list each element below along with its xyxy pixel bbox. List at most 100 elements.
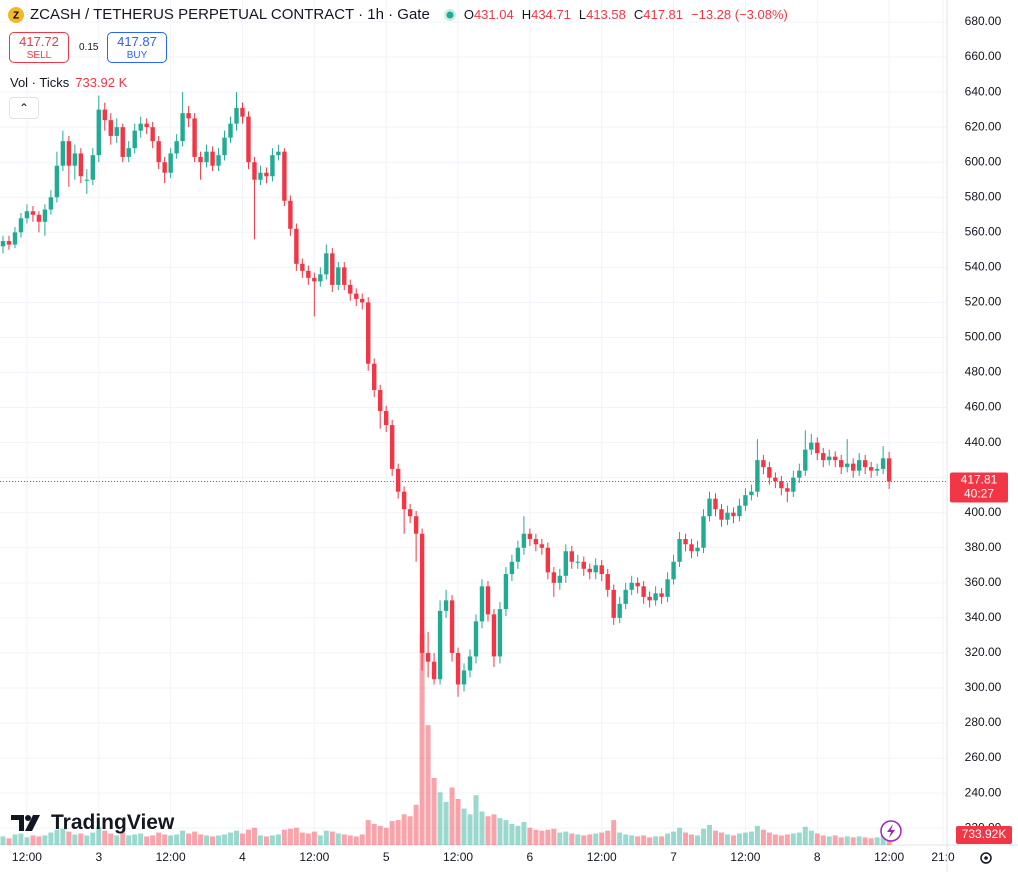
candle-body: [294, 228, 299, 264]
volume-bar: [263, 836, 269, 845]
y-tick-label: 660.00: [965, 49, 1002, 63]
y-tick-label: 560.00: [965, 224, 1002, 238]
candle-body: [246, 116, 251, 163]
volume-bar: [521, 822, 527, 845]
volume-legend: Vol · Ticks 733.92 K: [10, 75, 127, 90]
volume-bar: [144, 836, 150, 845]
candle-body: [623, 589, 628, 604]
collapse-button[interactable]: ⌃: [9, 97, 39, 119]
candle-body: [270, 155, 275, 177]
candle-body: [306, 270, 311, 278]
volume-bar: [557, 832, 563, 845]
candle-body: [18, 218, 24, 233]
volume-bar: [305, 833, 311, 845]
x-tick-label: 7: [670, 850, 677, 864]
volume-bar: [377, 825, 383, 845]
candle-body: [665, 579, 670, 597]
volume-bar: [814, 833, 820, 845]
volume-bar: [407, 816, 413, 845]
volume-bar: [641, 835, 647, 845]
volume-bar: [156, 832, 162, 845]
volume-bar: [192, 831, 198, 845]
candle-body: [809, 442, 814, 450]
volume-bar: [102, 830, 108, 845]
volume-bar: [509, 823, 515, 845]
y-tick-label: 680.00: [965, 14, 1002, 28]
volume-bar: [844, 836, 850, 845]
sell-price: 417.72: [19, 34, 59, 49]
candle-body: [779, 481, 784, 489]
volume-bar: [48, 832, 54, 845]
y-tick-label: 260.00: [965, 750, 1002, 764]
candle-body: [856, 460, 862, 471]
candle-body: [348, 284, 353, 294]
candle-body: [707, 498, 712, 517]
volume-bar: [623, 834, 629, 845]
candle-body: [228, 123, 233, 138]
candle-body: [821, 453, 826, 461]
candle-body: [336, 267, 341, 285]
volume-bar: [455, 799, 461, 845]
ohlc-legend: O431.04 H434.71 L413.58 C417.81 −13.28 (…: [464, 7, 788, 22]
volume-bar: [359, 834, 365, 845]
candle-body: [324, 253, 329, 275]
candle-body: [533, 539, 539, 545]
chart-header: Z ZCASH / TETHERUS PERPETUAL CONTRACT · …: [8, 6, 788, 23]
candle-body: [797, 470, 802, 478]
candle-body: [791, 477, 796, 492]
candle-body: [330, 253, 335, 285]
x-tick-label: 12:00: [299, 850, 329, 864]
y-tick-label: 460.00: [965, 400, 1002, 414]
volume-bar: [6, 838, 12, 845]
volume-bar: [826, 836, 832, 845]
candle-body: [773, 477, 778, 482]
candle-body: [0, 241, 6, 247]
volume-bar: [174, 834, 180, 845]
volume-bar: [383, 827, 389, 845]
candle-body: [569, 551, 574, 562]
candle-body: [683, 539, 688, 545]
volume-bar: [539, 830, 545, 845]
x-tick-label: 4: [239, 850, 246, 864]
candle-body: [252, 162, 257, 180]
volume-bar: [269, 835, 275, 845]
x-tick-label: 8: [814, 850, 821, 864]
svg-text:Z: Z: [13, 10, 19, 21]
candle-body: [383, 411, 389, 426]
volume-bar: [724, 834, 730, 845]
buy-button[interactable]: 417.87 BUY: [107, 32, 167, 63]
candle-body: [545, 547, 551, 573]
volume-bar: [569, 833, 575, 845]
volume-bar: [730, 835, 736, 845]
ohlc-key: H: [521, 7, 532, 22]
candle-body: [108, 120, 113, 136]
volume-bar: [329, 831, 335, 845]
candle-body: [210, 151, 215, 166]
volume-bar: [491, 814, 497, 845]
volume-bar: [162, 834, 168, 845]
volume-bar: [659, 836, 665, 845]
candle-body: [467, 656, 473, 671]
candle-body: [862, 460, 868, 468]
candle-body: [713, 498, 718, 510]
x-tick-label: 12:00: [156, 850, 186, 864]
x-tick-label: 5: [383, 850, 390, 864]
candle-body: [90, 155, 96, 180]
candle-body: [372, 363, 377, 391]
y-tick-label: 480.00: [965, 365, 1002, 379]
candle-body: [521, 533, 527, 548]
candle-body: [803, 449, 808, 471]
volume-bar: [772, 834, 778, 845]
candle-body: [276, 151, 281, 156]
sell-button[interactable]: 417.72 SELL: [9, 32, 69, 63]
candle-body: [617, 603, 622, 618]
volume-bar: [593, 833, 599, 845]
candle-body: [551, 572, 557, 583]
volume-bar: [18, 833, 24, 845]
candle-body: [72, 153, 78, 166]
y-tick-label: 540.00: [965, 260, 1002, 274]
candle-body: [354, 293, 359, 299]
candle-body: [743, 495, 748, 506]
volume-bar: [12, 834, 18, 845]
